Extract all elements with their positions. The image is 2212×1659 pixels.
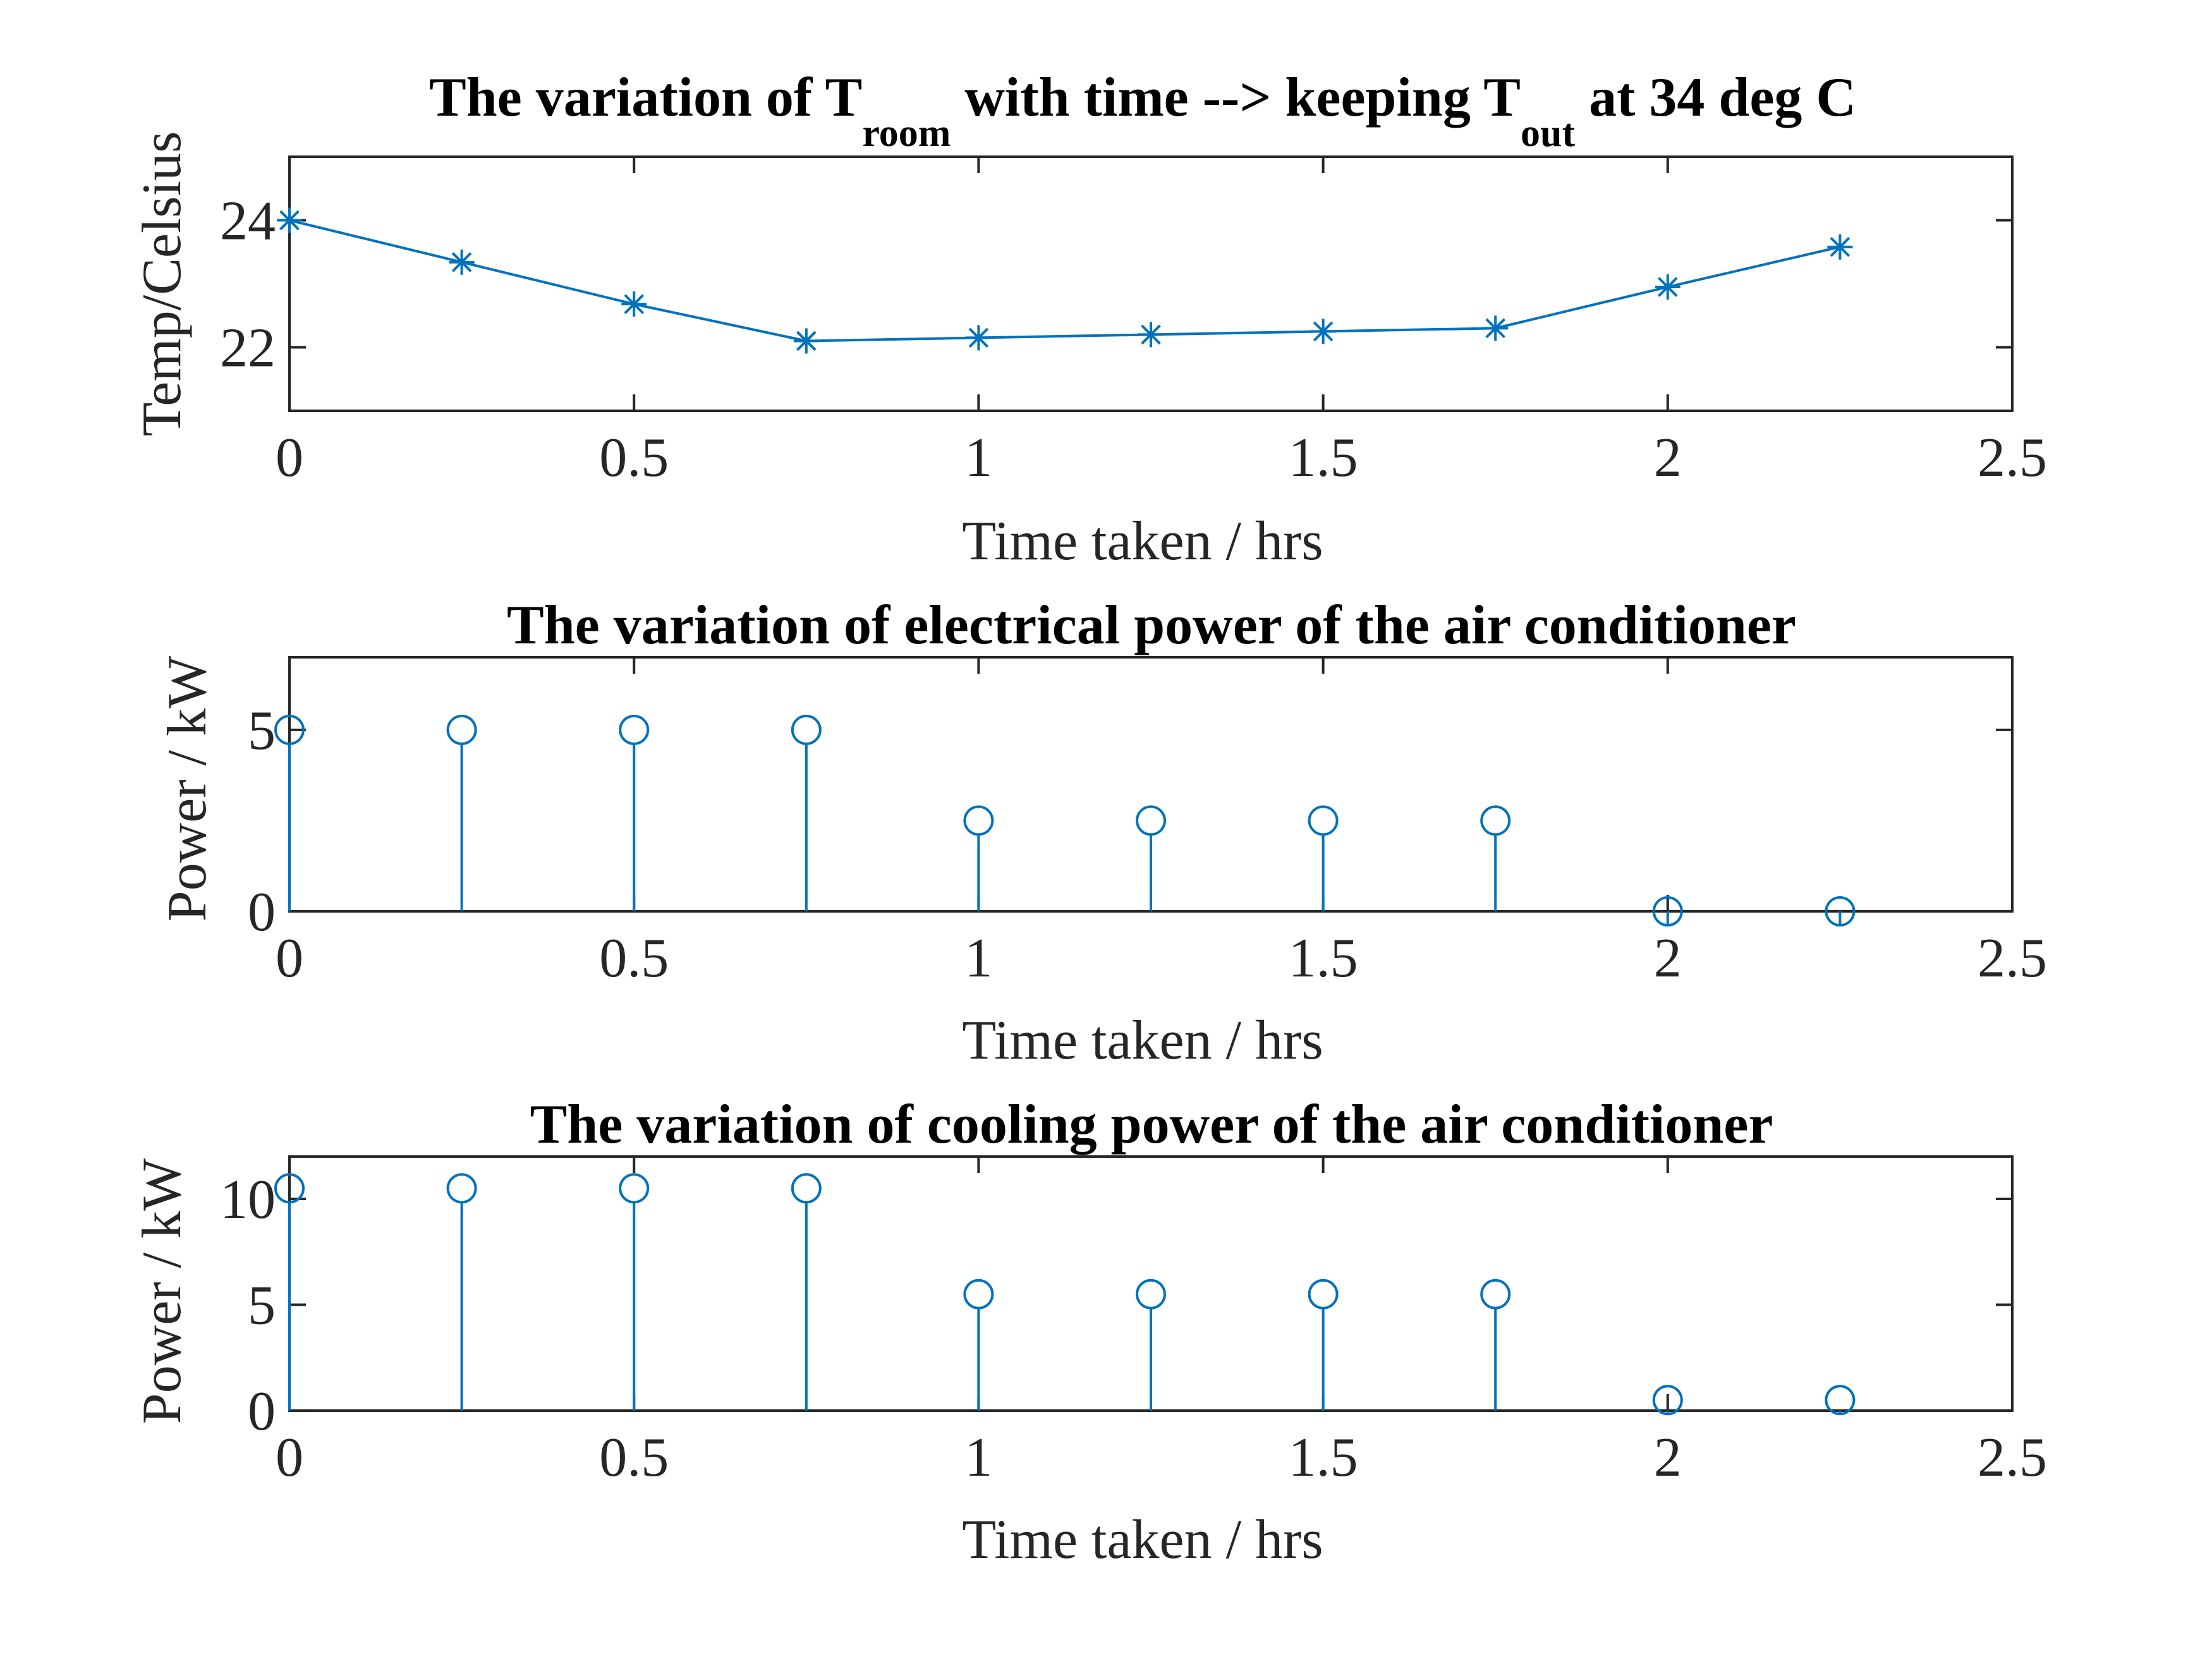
electrical-power-stem-marker <box>1652 896 1683 927</box>
cooling-power-y-axis-label: Power / kW <box>131 1158 193 1424</box>
electrical-power-panel: The variation of electrical power of the… <box>157 595 2047 1071</box>
temperature-asterisk-stroke <box>1657 277 1678 297</box>
electrical-power-stem-marker <box>1136 805 1166 836</box>
temperature-data-point <box>621 291 647 317</box>
electrical-power-x-tick-label: 1 <box>964 928 992 989</box>
electrical-power-y-ticks: 05 <box>248 700 2012 943</box>
cooling-power-y-tick-label: 0 <box>248 1381 276 1442</box>
temperature-data-point <box>449 249 475 275</box>
electrical-power-x-tick-label: 0 <box>276 928 303 989</box>
temperature-y-tick-label: 22 <box>220 318 276 379</box>
temperature-data-point <box>1310 319 1336 344</box>
cooling-power-y-tick-label: 10 <box>220 1169 276 1231</box>
cooling-power-chart-title: The variation of cooling power of the ai… <box>530 1094 1773 1155</box>
electrical-power-stem-marker <box>619 714 650 745</box>
cooling-power-stem-marker <box>1136 1279 1166 1310</box>
electrical-power-stem-marker <box>791 714 822 745</box>
temperature-y-ticks: 22 24 <box>220 191 2012 379</box>
temperature-data-point <box>1138 322 1164 348</box>
temperature-asterisk-stroke <box>1141 324 1161 345</box>
electrical-power-stem-marker <box>1825 896 1856 927</box>
cooling-power-x-axis-label: Time taken / hrs <box>962 1509 1323 1571</box>
cooling-power-stem-marker <box>1308 1279 1339 1310</box>
cooling-power-x-tick-label: 2.5 <box>1978 1427 2047 1488</box>
cooling-power-x-ticks: 0 0.5 1 1.5 2 2.5 <box>276 1157 2047 1488</box>
cooling-power-stem-marker <box>963 1279 994 1310</box>
electrical-power-chart-title: The variation of electrical power of the… <box>507 595 1796 656</box>
cooling-power-x-tick-label: 0 <box>276 1427 303 1488</box>
cooling-power-x-tick-label: 2 <box>1654 1427 1682 1488</box>
temperature-asterisk-stroke <box>279 210 300 231</box>
temperature-panel: The variation of Troom with time --> kee… <box>131 67 2047 572</box>
electrical-power-stem-marker <box>963 805 994 836</box>
cooling-power-x-tick-label: 1 <box>964 1427 992 1488</box>
temperature-data-point <box>966 325 992 351</box>
cooling-power-panel: The variation of cooling power of the ai… <box>131 1094 2047 1571</box>
cooling-power-y-ticks: 0 5 10 <box>220 1169 2012 1442</box>
temperature-x-ticks: 0 0.5 1 1.5 2 2.5 <box>276 157 2047 489</box>
electrical-power-y-axis-label: Power / kW <box>157 656 218 921</box>
temperature-line <box>289 219 1840 343</box>
cooling-power-stem-marker <box>619 1173 650 1204</box>
temperature-x-tick-label: 2.5 <box>1978 427 2047 489</box>
temperature-asterisk-stroke <box>1313 321 1334 342</box>
temperature-asterisk-stroke <box>1485 318 1506 339</box>
temperature-x-tick-label: 2 <box>1654 427 1682 489</box>
temperature-asterisk-stroke <box>1830 236 1850 257</box>
cooling-power-y-tick-label: 5 <box>248 1275 276 1337</box>
cooling-power-stem-marker <box>274 1173 305 1204</box>
electrical-power-x-tick-label: 2.5 <box>1978 928 2047 989</box>
temperature-data-point <box>277 207 302 233</box>
cooling-power-stem-marker <box>446 1173 477 1204</box>
temperature-asterisk-stroke <box>796 331 817 351</box>
temperature-data-point <box>1483 315 1509 341</box>
temperature-data-point <box>1827 234 1853 260</box>
temperature-x-tick-label: 0.5 <box>599 427 669 489</box>
temperature-chart-title: The variation of Troom with time --> kee… <box>429 67 1856 155</box>
electrical-power-x-ticks: 0 0.5 1 1.5 2 2.5 <box>276 657 2047 989</box>
temperature-y-axis-label: Temp/Celsius <box>131 131 193 437</box>
electrical-power-series <box>274 714 1856 927</box>
electrical-power-x-tick-label: 2 <box>1654 928 1682 989</box>
temperature-y-tick-label: 24 <box>220 191 276 252</box>
electrical-power-x-tick-label: 1.5 <box>1289 928 1358 989</box>
temperature-asterisk-stroke <box>968 327 989 348</box>
electrical-power-x-axis-label: Time taken / hrs <box>962 1010 1323 1071</box>
cooling-power-x-tick-label: 1.5 <box>1289 1427 1358 1488</box>
temperature-data-point <box>793 328 819 354</box>
temperature-asterisk-stroke <box>624 294 645 314</box>
electrical-power-stem-marker <box>1480 805 1511 836</box>
electrical-power-x-tick-label: 0.5 <box>599 928 669 989</box>
temperature-data-point <box>1655 274 1680 300</box>
cooling-power-series <box>274 1173 1856 1416</box>
electrical-power-stem-marker <box>446 714 477 745</box>
cooling-power-stem-marker <box>1480 1279 1511 1310</box>
electrical-power-stem-marker <box>1308 805 1339 836</box>
cooling-power-x-tick-label: 0.5 <box>599 1427 669 1488</box>
electrical-power-y-tick-label: 5 <box>248 700 276 762</box>
temperature-plot-frame <box>288 155 2014 412</box>
temperature-x-tick-label: 0 <box>276 427 303 489</box>
temperature-asterisk-stroke <box>451 252 472 272</box>
temperature-x-tick-label: 1.5 <box>1289 427 1358 489</box>
temperature-x-axis-label: Time taken / hrs <box>962 511 1323 572</box>
electrical-power-stem-marker <box>274 714 305 745</box>
temperature-x-tick-label: 1 <box>964 427 992 489</box>
cooling-power-stem-marker <box>791 1173 822 1204</box>
temperature-series <box>277 207 1853 354</box>
cooling-power-stem-marker <box>1825 1385 1856 1416</box>
electrical-power-y-tick-label: 0 <box>248 882 276 943</box>
cooling-power-stem-marker <box>1652 1385 1683 1416</box>
